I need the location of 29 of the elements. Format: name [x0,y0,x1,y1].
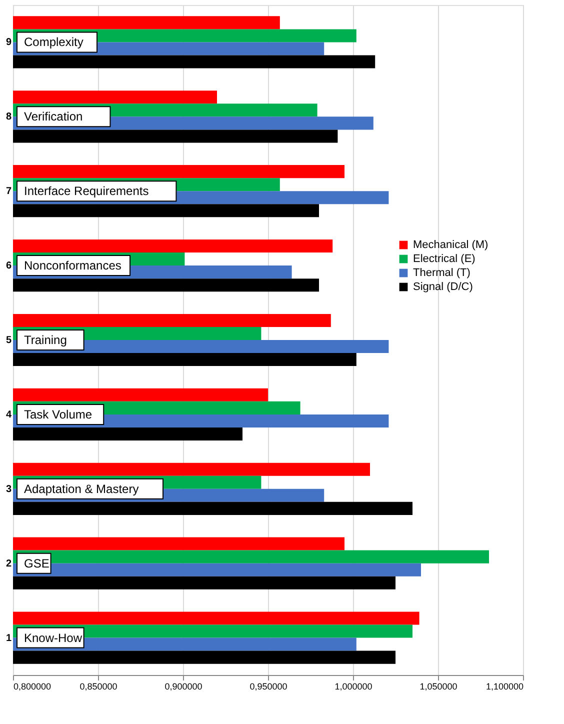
y-tick-label: 1 [6,632,12,644]
annotation: Verification [24,110,83,124]
y-tick-label: 7 [6,186,12,198]
x-tick-label: 1,100000 [486,682,524,692]
legend-label: Mechanical (M) [413,239,488,251]
legend-label: Electrical (E) [413,253,476,265]
x-tick-label: 1,000000 [334,682,372,692]
annotation: Task Volume [24,407,92,422]
y-tick-label: 3 [6,484,12,495]
legend-label: Signal (D/C) [413,281,473,293]
annotation: Know-How [24,630,82,645]
x-tick-label: 0,900000 [164,682,202,692]
y-tick-label: 6 [6,260,12,272]
x-tick-label: 0,850000 [80,682,118,692]
annotation: Complexity [24,35,84,50]
annotation: Training [24,333,67,347]
annotation: Adaptation & Mastery [24,482,139,496]
annotation: Nonconformances [24,258,122,273]
y-tick-label: 4 [6,409,12,420]
y-tick-label: 5 [6,335,12,346]
annotation: GSE [24,556,50,570]
x-tick-label: 1,050000 [420,682,458,692]
y-tick-label: 8 [6,112,12,123]
legend-label: Thermal (T) [413,267,470,279]
x-tick-label: 0,950000 [250,682,288,692]
y-tick-label: 9 [6,37,12,48]
x-tick-label: 0,800000 [14,682,52,692]
annotation: Interface Requirements [24,184,149,198]
y-tick-label: 2 [6,558,12,570]
